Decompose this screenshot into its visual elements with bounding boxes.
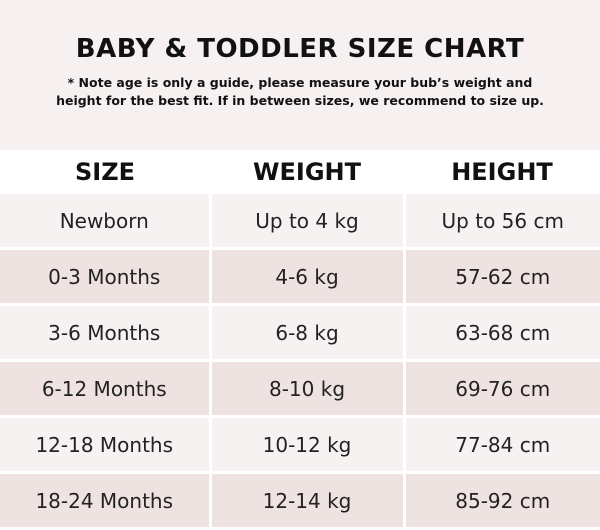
table-row: 3-6 Months 6-8 kg 63-68 cm bbox=[0, 304, 600, 362]
cell-weight: 8-10 kg bbox=[208, 360, 404, 418]
cell-height: 77-84 cm bbox=[402, 416, 600, 474]
cell-weight: 12-14 kg bbox=[208, 472, 404, 530]
cell-weight: 10-12 kg bbox=[208, 416, 404, 474]
table-row: 6-12 Months 8-10 kg 69-76 cm bbox=[0, 360, 600, 418]
table-row: 0-3 Months 4-6 kg 57-62 cm bbox=[0, 248, 600, 306]
header-weight: WEIGHT bbox=[210, 150, 404, 194]
cell-size: 12-18 Months bbox=[0, 416, 210, 474]
note-line: height for the best fit. If in between s… bbox=[56, 93, 544, 108]
cell-height: Up to 56 cm bbox=[402, 194, 600, 250]
cell-size: Newborn bbox=[0, 194, 210, 250]
cell-weight: 6-8 kg bbox=[208, 304, 404, 362]
cell-weight: Up to 4 kg bbox=[208, 194, 404, 250]
cell-height: 85-92 cm bbox=[402, 472, 600, 530]
header-band: BABY & TODDLER SIZE CHART * Note age is … bbox=[0, 0, 600, 150]
table-row: 18-24 Months 12-14 kg 85-92 cm bbox=[0, 472, 600, 530]
cell-height: 63-68 cm bbox=[402, 304, 600, 362]
note: * Note age is only a guide, please measu… bbox=[0, 74, 600, 110]
cell-weight: 4-6 kg bbox=[208, 248, 404, 306]
cell-size: 18-24 Months bbox=[0, 472, 210, 530]
cell-size: 3-6 Months bbox=[0, 304, 210, 362]
cell-height: 57-62 cm bbox=[402, 248, 600, 306]
cell-size: 6-12 Months bbox=[0, 360, 210, 418]
cell-size: 0-3 Months bbox=[0, 248, 210, 306]
table-header-row: SIZE WEIGHT HEIGHT bbox=[0, 150, 600, 194]
note-line: * Note age is only a guide, please measu… bbox=[67, 75, 533, 90]
table-row: Newborn Up to 4 kg Up to 56 cm bbox=[0, 194, 600, 250]
header-height: HEIGHT bbox=[404, 150, 600, 194]
size-table: SIZE WEIGHT HEIGHT Newborn Up to 4 kg Up t… bbox=[0, 150, 600, 530]
cell-height: 69-76 cm bbox=[402, 360, 600, 418]
table-row: 12-18 Months 10-12 kg 77-84 cm bbox=[0, 416, 600, 474]
page-title: BABY & TODDLER SIZE CHART bbox=[75, 34, 525, 64]
header-size: SIZE bbox=[0, 150, 210, 194]
